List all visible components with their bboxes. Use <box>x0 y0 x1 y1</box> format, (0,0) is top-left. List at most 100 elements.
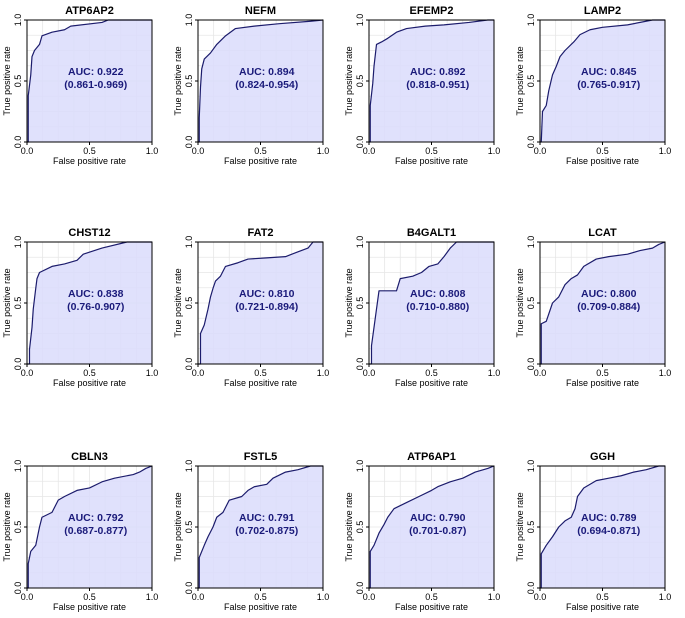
y-axis-label: True positive rate <box>2 46 12 115</box>
roc-panel-chst12: CHST12 AUC: 0.838(0.76-0.907) 0.0 0.5 1.0 Fal… <box>2 227 158 388</box>
y-tick-label: 0.0 <box>184 136 194 149</box>
x-axis-label: False positive rate <box>53 602 126 612</box>
y-axis-label: True positive rate <box>2 268 12 337</box>
y-tick-label: 0.0 <box>355 582 365 595</box>
roc-area <box>540 20 665 142</box>
roc-panel-fstl5: FSTL5 AUC: 0.791(0.702-0.875) 0.0 0.5 1.0 Fal… <box>173 451 329 612</box>
roc-curve <box>27 241 152 365</box>
y-axis-label: True positive rate <box>344 268 354 337</box>
roc-curve <box>27 465 153 589</box>
roc-curve <box>540 465 665 589</box>
y-tick-label: 0.5 <box>526 297 536 310</box>
y-tick-label: 1.0 <box>184 14 194 27</box>
y-axis-label: True positive rate <box>515 46 525 115</box>
y-tick-label: 1.0 <box>13 460 23 473</box>
x-tick-label: 0.5 <box>254 146 267 156</box>
auc-value: AUC: 0.792 <box>68 512 124 524</box>
x-tick-label: 0.5 <box>83 368 96 378</box>
x-tick-label: 0.0 <box>363 368 376 378</box>
auc-ci: (0.710-0.880) <box>406 301 469 313</box>
roc-area <box>27 466 152 588</box>
x-tick-label: 1.0 <box>659 368 672 378</box>
y-tick-label: 0.5 <box>13 297 23 310</box>
y-tick-label: 0.5 <box>184 521 194 534</box>
y-tick-label: 0.0 <box>526 136 536 149</box>
x-axis-label: False positive rate <box>395 156 468 166</box>
panel-title: EFEMP2 <box>409 5 453 17</box>
x-tick-label: 0.0 <box>192 368 205 378</box>
x-tick-label: 0.5 <box>596 146 609 156</box>
y-tick-label: 0.5 <box>355 521 365 534</box>
x-tick-label: 1.0 <box>659 146 672 156</box>
roc-panel-efemp2: EFEMP2 AUC: 0.892(0.818-0.951) 0.0 0.5 1.0 Fa… <box>344 5 500 166</box>
y-tick-label: 0.5 <box>355 297 365 310</box>
roc-panel-ggh: GGH AUC: 0.789(0.694-0.871) 0.0 0.5 1.0 False… <box>515 451 671 612</box>
y-tick-label: 0.5 <box>526 75 536 88</box>
x-tick-label: 0.0 <box>21 368 34 378</box>
panel-title: CHST12 <box>68 227 110 239</box>
y-tick-label: 0.5 <box>13 521 23 534</box>
x-tick-label: 1.0 <box>146 368 159 378</box>
roc-curve <box>540 19 665 143</box>
y-axis-label: True positive rate <box>173 492 183 561</box>
roc-curve <box>540 241 666 365</box>
x-tick-label: 0.5 <box>254 368 267 378</box>
auc-ci: (0.765-0.917) <box>577 79 640 91</box>
auc-value: AUC: 0.810 <box>239 288 295 300</box>
x-tick-label: 0.0 <box>192 146 205 156</box>
roc-curve <box>198 465 323 589</box>
auc-value: AUC: 0.800 <box>581 288 637 300</box>
y-tick-label: 0.0 <box>355 358 365 371</box>
panel-title: CBLN3 <box>71 451 108 463</box>
y-tick-label: 0.0 <box>184 582 194 595</box>
panel-title: NEFM <box>245 5 276 17</box>
x-axis-label: False positive rate <box>53 156 126 166</box>
roc-panel-fat2: FAT2 AUC: 0.810(0.721-0.894) 0.0 0.5 1.0 Fals… <box>173 227 329 388</box>
auc-value: AUC: 0.791 <box>239 512 295 524</box>
y-axis-label: True positive rate <box>173 268 183 337</box>
y-tick-label: 0.0 <box>355 136 365 149</box>
x-tick-label: 1.0 <box>317 368 330 378</box>
auc-value: AUC: 0.838 <box>68 288 124 300</box>
panel-title: LCAT <box>588 227 617 239</box>
auc-ci: (0.76-0.907) <box>67 301 124 313</box>
x-axis-label: False positive rate <box>566 378 639 388</box>
roc-curve <box>27 19 152 143</box>
panel-title: FAT2 <box>247 227 273 239</box>
auc-value: AUC: 0.845 <box>581 66 637 78</box>
y-tick-label: 1.0 <box>13 14 23 27</box>
panel-title: ATP6AP1 <box>407 451 456 463</box>
y-tick-label: 1.0 <box>526 14 536 27</box>
auc-ci: (0.687-0.877) <box>64 525 127 537</box>
x-tick-label: 1.0 <box>317 146 330 156</box>
auc-ci: (0.861-0.969) <box>64 79 127 91</box>
x-tick-label: 0.5 <box>83 592 96 602</box>
x-axis-label: False positive rate <box>224 156 297 166</box>
panel-title: B4GALT1 <box>407 227 456 239</box>
x-axis-label: False positive rate <box>53 378 126 388</box>
y-tick-label: 1.0 <box>526 236 536 249</box>
y-tick-label: 0.0 <box>13 582 23 595</box>
roc-area <box>27 20 152 142</box>
roc-panel-b4galt1: B4GALT1 AUC: 0.808(0.710-0.880) 0.0 0.5 1.0 F… <box>344 227 500 388</box>
x-tick-label: 0.5 <box>83 146 96 156</box>
x-tick-label: 1.0 <box>488 146 501 156</box>
x-tick-label: 0.0 <box>534 146 547 156</box>
y-axis-label: True positive rate <box>344 492 354 561</box>
x-tick-label: 1.0 <box>659 592 672 602</box>
roc-panel-lamp2: LAMP2 AUC: 0.845(0.765-0.917) 0.0 0.5 1.0 Fal… <box>515 5 671 166</box>
roc-panel-nefm: NEFM AUC: 0.894(0.824-0.954) 0.0 0.5 1.0 Fals… <box>173 5 329 166</box>
roc-panel-lcat: LCAT AUC: 0.800(0.709-0.884) 0.0 0.5 1.0 Fals… <box>515 227 671 388</box>
x-tick-label: 0.5 <box>425 368 438 378</box>
auc-ci: (0.824-0.954) <box>235 79 298 91</box>
roc-area <box>540 466 665 588</box>
roc-area <box>540 242 665 364</box>
y-axis-label: True positive rate <box>173 46 183 115</box>
x-tick-label: 0.0 <box>363 146 376 156</box>
roc-curve <box>369 19 494 143</box>
y-tick-label: 0.5 <box>526 521 536 534</box>
x-tick-label: 1.0 <box>317 592 330 602</box>
x-tick-label: 0.0 <box>534 592 547 602</box>
roc-area <box>198 20 323 142</box>
y-tick-label: 1.0 <box>184 236 194 249</box>
